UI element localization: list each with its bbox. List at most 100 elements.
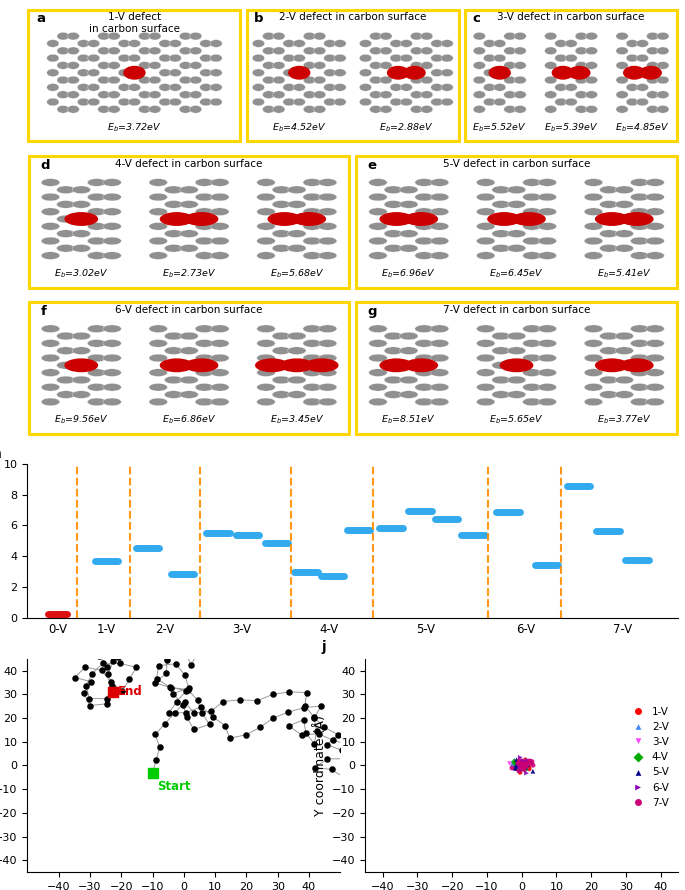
Circle shape [190, 47, 202, 54]
Circle shape [630, 354, 649, 362]
Circle shape [494, 84, 506, 91]
Circle shape [484, 69, 496, 77]
5-V [515, 760, 526, 774]
Point [196, 605, 207, 619]
Point [333, 728, 344, 742]
Circle shape [303, 325, 321, 333]
Point [108, 684, 119, 699]
Text: E$_b$=6.86eV: E$_b$=6.86eV [162, 414, 216, 426]
2-V [514, 758, 525, 773]
Text: E$_b$=4.85eV: E$_b$=4.85eV [615, 121, 670, 134]
Circle shape [430, 325, 449, 333]
Circle shape [430, 398, 449, 406]
Circle shape [77, 54, 90, 62]
Point [70, 613, 81, 627]
Point [192, 693, 203, 708]
Circle shape [88, 252, 106, 259]
Circle shape [88, 40, 100, 47]
Circle shape [149, 47, 161, 54]
Circle shape [616, 91, 628, 99]
5-V [527, 765, 538, 779]
Point [171, 694, 182, 708]
Circle shape [415, 222, 434, 231]
3-V [515, 761, 526, 775]
Circle shape [72, 245, 90, 252]
Legend: 1-V, 2-V, 3-V, 4-V, 5-V, 6-V, 7-V: 1-V, 2-V, 3-V, 4-V, 5-V, 6-V, 7-V [624, 702, 673, 812]
Circle shape [477, 193, 495, 201]
Circle shape [272, 230, 290, 238]
Circle shape [272, 376, 290, 384]
Text: d: d [40, 158, 50, 172]
Circle shape [369, 222, 387, 231]
Circle shape [586, 91, 597, 99]
Point [313, 726, 324, 740]
Circle shape [584, 354, 603, 362]
Point [208, 596, 219, 611]
Circle shape [210, 368, 229, 376]
Point [196, 706, 207, 720]
3-V [514, 759, 525, 773]
4-V [517, 759, 528, 773]
Circle shape [179, 106, 192, 113]
Circle shape [41, 384, 60, 391]
Circle shape [626, 69, 638, 77]
4-V [520, 762, 531, 776]
Circle shape [646, 340, 664, 347]
Circle shape [41, 237, 60, 245]
Circle shape [615, 200, 634, 208]
Circle shape [399, 230, 418, 238]
Circle shape [179, 77, 192, 84]
Circle shape [620, 359, 653, 372]
Circle shape [262, 77, 275, 84]
Circle shape [410, 61, 423, 69]
Text: j: j [321, 641, 326, 654]
2-V [520, 756, 531, 771]
Circle shape [314, 106, 326, 113]
Circle shape [404, 212, 438, 226]
Circle shape [484, 40, 496, 47]
4-V [516, 757, 527, 772]
Circle shape [370, 77, 382, 84]
Circle shape [369, 193, 387, 201]
Circle shape [149, 384, 168, 391]
3-V [514, 760, 525, 774]
2-V [512, 756, 523, 771]
Circle shape [370, 47, 382, 54]
Circle shape [257, 368, 275, 376]
Circle shape [421, 61, 433, 69]
Circle shape [575, 106, 588, 113]
Point [204, 717, 215, 732]
Circle shape [303, 354, 321, 362]
Circle shape [108, 47, 120, 54]
Point [180, 706, 191, 720]
Circle shape [647, 91, 659, 99]
Circle shape [324, 98, 336, 106]
3-V [521, 758, 532, 773]
3-V [516, 757, 527, 772]
Circle shape [293, 69, 306, 77]
7-V [519, 763, 530, 777]
5-V [513, 754, 524, 768]
Circle shape [303, 91, 316, 99]
Circle shape [252, 54, 264, 62]
Point [107, 679, 118, 693]
Circle shape [41, 398, 60, 406]
Circle shape [314, 47, 326, 54]
2-V [516, 761, 527, 775]
Point [366, 756, 377, 770]
Point [151, 753, 162, 767]
Circle shape [103, 179, 121, 186]
Circle shape [210, 193, 229, 201]
Circle shape [190, 106, 202, 113]
Circle shape [616, 77, 628, 84]
Circle shape [599, 376, 618, 384]
Circle shape [190, 32, 202, 40]
Circle shape [149, 106, 161, 113]
2-V [514, 759, 525, 773]
7-V [516, 758, 527, 773]
5-V [520, 760, 531, 774]
Point [182, 683, 193, 697]
Circle shape [615, 230, 634, 238]
Point [207, 709, 218, 724]
1-V [508, 757, 519, 772]
